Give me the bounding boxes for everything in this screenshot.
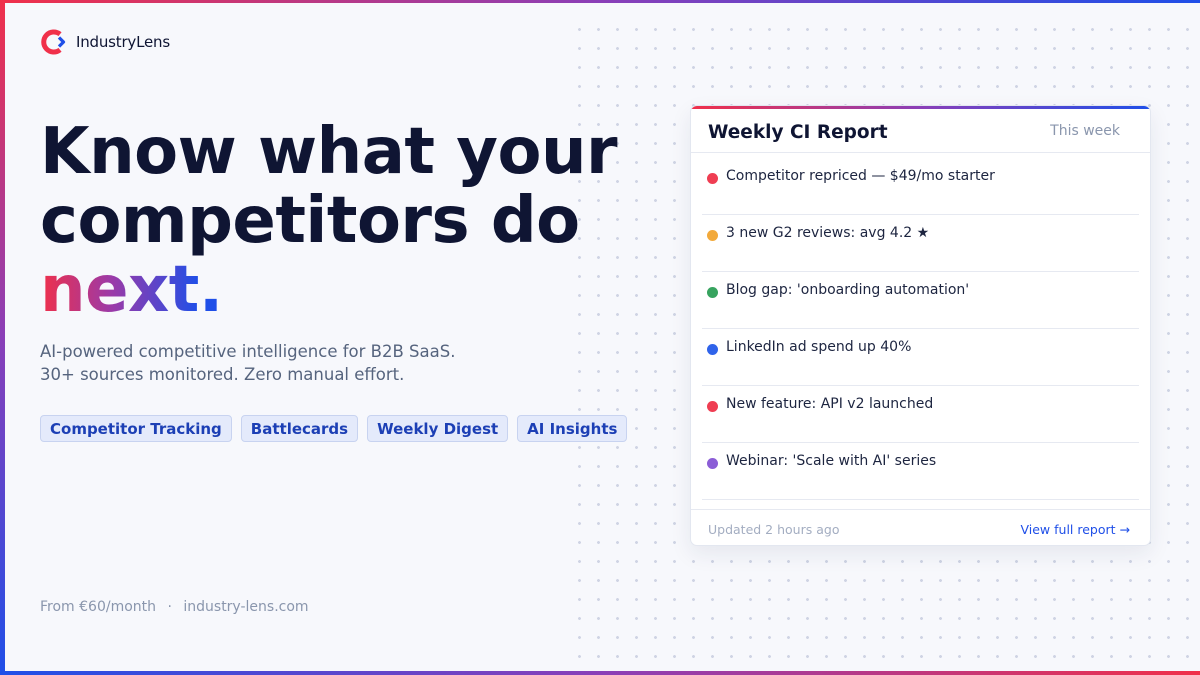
list-item: Blog gap: 'onboarding automation'	[702, 272, 1139, 329]
headline-period: .	[198, 253, 223, 327]
item-text: Blog gap: 'onboarding automation'	[726, 282, 970, 298]
brand-name: IndustryLens	[76, 33, 170, 51]
feature-tags: Competitor Tracking Battlecards Weekly D…	[40, 415, 628, 442]
list-item: New feature: API v2 launched	[702, 386, 1139, 443]
headline-line-1: Know what your	[40, 115, 618, 189]
status-dot-icon	[707, 230, 718, 241]
tag-battlecards: Battlecards	[240, 415, 359, 442]
headline-line-2: competitors do	[40, 184, 580, 258]
item-text: LinkedIn ad spend up 40%	[726, 339, 912, 355]
status-dot-icon	[707, 401, 718, 412]
subtitle-line-1: AI-powered competitive intelligence for …	[40, 342, 456, 361]
updated-timestamp: Updated 2 hours ago	[708, 522, 840, 537]
pricing-footer: From €60/month · industry-lens.com	[40, 599, 309, 615]
list-item: LinkedIn ad spend up 40%	[702, 329, 1139, 386]
subtitle-line-2: 30+ sources monitored. Zero manual effor…	[40, 365, 405, 384]
status-dot-icon	[707, 287, 718, 298]
view-full-report-link[interactable]: View full report →	[1020, 522, 1130, 537]
hero-subtitle: AI-powered competitive intelligence for …	[40, 340, 455, 386]
status-dot-icon	[707, 458, 718, 469]
item-text: New feature: API v2 launched	[726, 396, 934, 412]
top-accent-bar	[0, 0, 1200, 3]
headline-line-3: next.	[40, 256, 617, 325]
card-period-label: This week	[1050, 123, 1120, 139]
weekly-report-card: Weekly CI Report This week Competitor re…	[690, 105, 1151, 546]
item-text: Webinar: 'Scale with AI' series	[726, 453, 937, 469]
card-footer: Updated 2 hours ago View full report →	[691, 509, 1150, 545]
site-url-link[interactable]: industry-lens.com	[183, 599, 309, 615]
headline-accent: next	[40, 253, 199, 327]
tag-weekly-digest: Weekly Digest	[367, 415, 509, 442]
status-dot-icon	[707, 173, 718, 184]
card-header: Weekly CI Report This week	[691, 109, 1150, 153]
report-items: Competitor repriced — $49/mo starter 3 n…	[702, 158, 1139, 500]
hero-headline: Know what your competitors do next.	[40, 115, 618, 325]
item-text: Competitor repriced — $49/mo starter	[726, 168, 995, 184]
industrylens-logo-icon	[40, 28, 68, 56]
tag-competitor-tracking: Competitor Tracking	[40, 415, 232, 442]
card-title: Weekly CI Report	[708, 122, 888, 143]
brand-logo[interactable]: IndustryLens	[40, 28, 170, 56]
list-item: Competitor repriced — $49/mo starter	[702, 158, 1139, 215]
list-item: 3 new G2 reviews: avg 4.2 ★	[702, 215, 1139, 272]
item-text: 3 new G2 reviews: avg 4.2 ★	[726, 225, 930, 241]
card-accent-bar	[691, 106, 1150, 109]
left-accent-bar	[0, 0, 5, 675]
bottom-accent-bar	[0, 671, 1200, 675]
footer-separator: ·	[167, 599, 172, 615]
status-dot-icon	[707, 344, 718, 355]
price-text: From €60/month	[40, 599, 157, 615]
tag-ai-insights: AI Insights	[517, 415, 628, 442]
list-item: Webinar: 'Scale with AI' series	[702, 443, 1139, 500]
